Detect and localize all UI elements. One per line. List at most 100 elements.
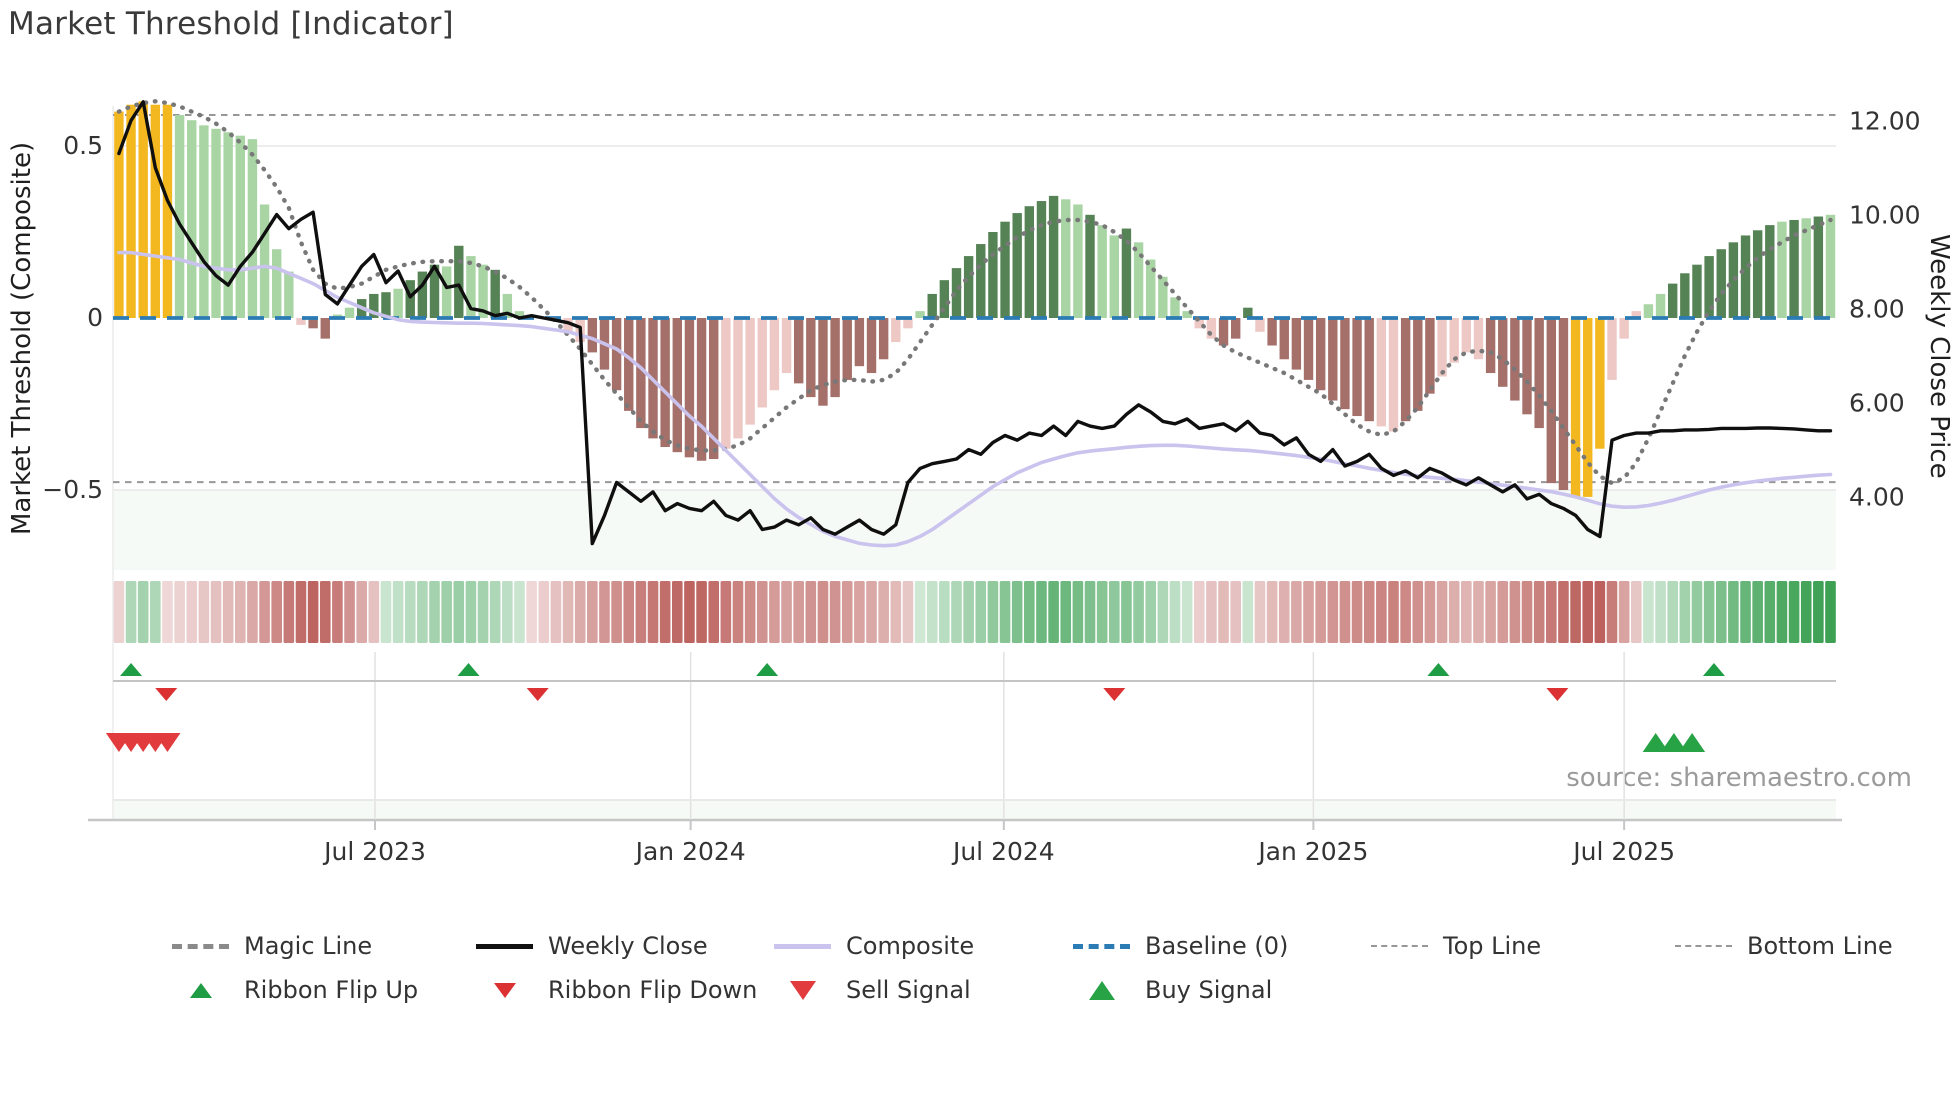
buy-signal-marker — [1660, 733, 1687, 752]
ribbon-cell — [975, 581, 987, 643]
ribbon-cell — [1703, 581, 1715, 643]
histogram-bar — [211, 128, 221, 318]
histogram-bar — [1583, 318, 1593, 497]
ribbon-cell — [647, 581, 659, 643]
ribbon-cell — [1363, 581, 1375, 643]
histogram-bar — [138, 101, 148, 318]
ribbon-cell — [1327, 581, 1339, 643]
ribbon-cell — [1788, 581, 1800, 643]
ribbon-cell — [247, 581, 258, 643]
ribbon-cell — [587, 581, 598, 643]
ribbon-cell — [1060, 581, 1072, 643]
histogram-bar — [114, 111, 124, 318]
histogram-bar — [199, 125, 209, 318]
histogram-bar — [1230, 318, 1241, 339]
histogram-bar — [1680, 273, 1690, 318]
ribbon-cell — [756, 581, 768, 643]
ribbon-cell — [368, 581, 380, 643]
legend-item-ribbon-flip-up: Ribbon Flip Up — [172, 974, 418, 1006]
histogram-bar — [1376, 318, 1387, 427]
histogram-bar — [806, 318, 816, 398]
ribbon-cell — [1412, 581, 1424, 643]
histogram-bar — [672, 318, 682, 453]
ribbon-cell — [1084, 581, 1096, 643]
histogram-bar — [1121, 228, 1132, 318]
histogram-bar — [1752, 230, 1763, 318]
ribbon-cell — [623, 581, 635, 643]
histogram-bar — [1765, 225, 1775, 318]
histogram-bar — [976, 244, 986, 318]
ribbon-cell — [1254, 581, 1266, 643]
ribbon-cell — [1278, 581, 1290, 643]
weekly-close-swatch-icon — [476, 943, 533, 949]
histogram-bar — [1643, 304, 1654, 318]
price-tick-label: 10.00 — [1849, 201, 1921, 230]
histogram-bar — [1315, 318, 1326, 391]
legend-item-composite: Composite — [774, 930, 974, 962]
ribbon-cell — [113, 581, 125, 643]
buy-signal-triangle-icon — [1073, 980, 1130, 1000]
ribbon-cell — [1715, 581, 1727, 643]
ribbon-cell — [1533, 581, 1545, 643]
histogram-bar — [757, 318, 767, 408]
ribbon-flip-up-marker — [756, 663, 779, 676]
ribbon-cell — [441, 581, 452, 643]
legend-label: Top Line — [1443, 932, 1542, 960]
ribbon-cell — [1169, 581, 1181, 643]
histogram-bar — [636, 318, 646, 429]
legend-label: Bottom Line — [1747, 932, 1893, 960]
histogram-bar — [1522, 318, 1532, 415]
histogram-bar — [1461, 318, 1472, 353]
histogram-bar — [284, 271, 294, 318]
histogram-bar — [818, 318, 828, 406]
ribbon-cell — [635, 581, 647, 643]
ribbon-cell — [1036, 581, 1047, 643]
legend-label: Sell Signal — [846, 976, 971, 1004]
histogram-bar — [490, 269, 500, 318]
ribbon-cell — [1024, 581, 1035, 643]
histogram-bar — [793, 318, 804, 384]
histogram-bar — [781, 318, 792, 374]
ribbon-cell — [514, 581, 525, 643]
sell-signal-triangle-icon — [774, 980, 831, 1000]
histogram-bar — [514, 311, 525, 318]
histogram-bar — [951, 268, 962, 318]
ribbon-cell — [1606, 581, 1618, 643]
ribbon-cell — [562, 581, 574, 643]
histogram-bar — [1255, 318, 1265, 332]
ribbon-cell — [1679, 581, 1691, 643]
histogram-bar — [1728, 242, 1739, 318]
ribbon-cell — [769, 581, 780, 643]
legend-item-sell-signal: Sell Signal — [774, 974, 971, 1006]
ribbon-cell — [671, 581, 683, 643]
ribbon-cell — [1618, 581, 1630, 643]
composite-line — [117, 250, 1833, 548]
histogram-bar — [454, 245, 464, 318]
ribbon-flip-up-marker — [120, 663, 143, 676]
histogram-bar — [1170, 297, 1180, 318]
histogram-bar — [381, 292, 391, 318]
legend-item-buy-signal: Buy Signal — [1073, 974, 1272, 1006]
ribbon-cell — [210, 581, 222, 643]
price-tick-label: 6.00 — [1849, 389, 1905, 418]
ribbon-cell — [1558, 581, 1569, 643]
histogram-bar — [393, 288, 403, 318]
ribbon-cell — [599, 581, 610, 643]
lower-band — [113, 490, 1836, 570]
ribbon-cell — [417, 581, 428, 643]
ribbon-cell — [1667, 581, 1678, 643]
ribbon-cell — [1497, 581, 1509, 643]
top-line-swatch-icon — [1371, 945, 1428, 947]
ribbon-cell — [174, 581, 185, 643]
ribbon-flip-up-marker — [457, 663, 480, 676]
histogram-bar — [223, 132, 233, 318]
ribbon-cell — [732, 581, 744, 643]
ribbon-cell — [1157, 581, 1169, 643]
histogram-bar — [1595, 318, 1605, 449]
ribbon-cell — [1436, 581, 1448, 643]
legend-label: Weekly Close — [548, 932, 708, 960]
histogram-bar — [1716, 249, 1726, 318]
histogram-bar — [988, 232, 998, 318]
magic-line — [116, 99, 1833, 486]
